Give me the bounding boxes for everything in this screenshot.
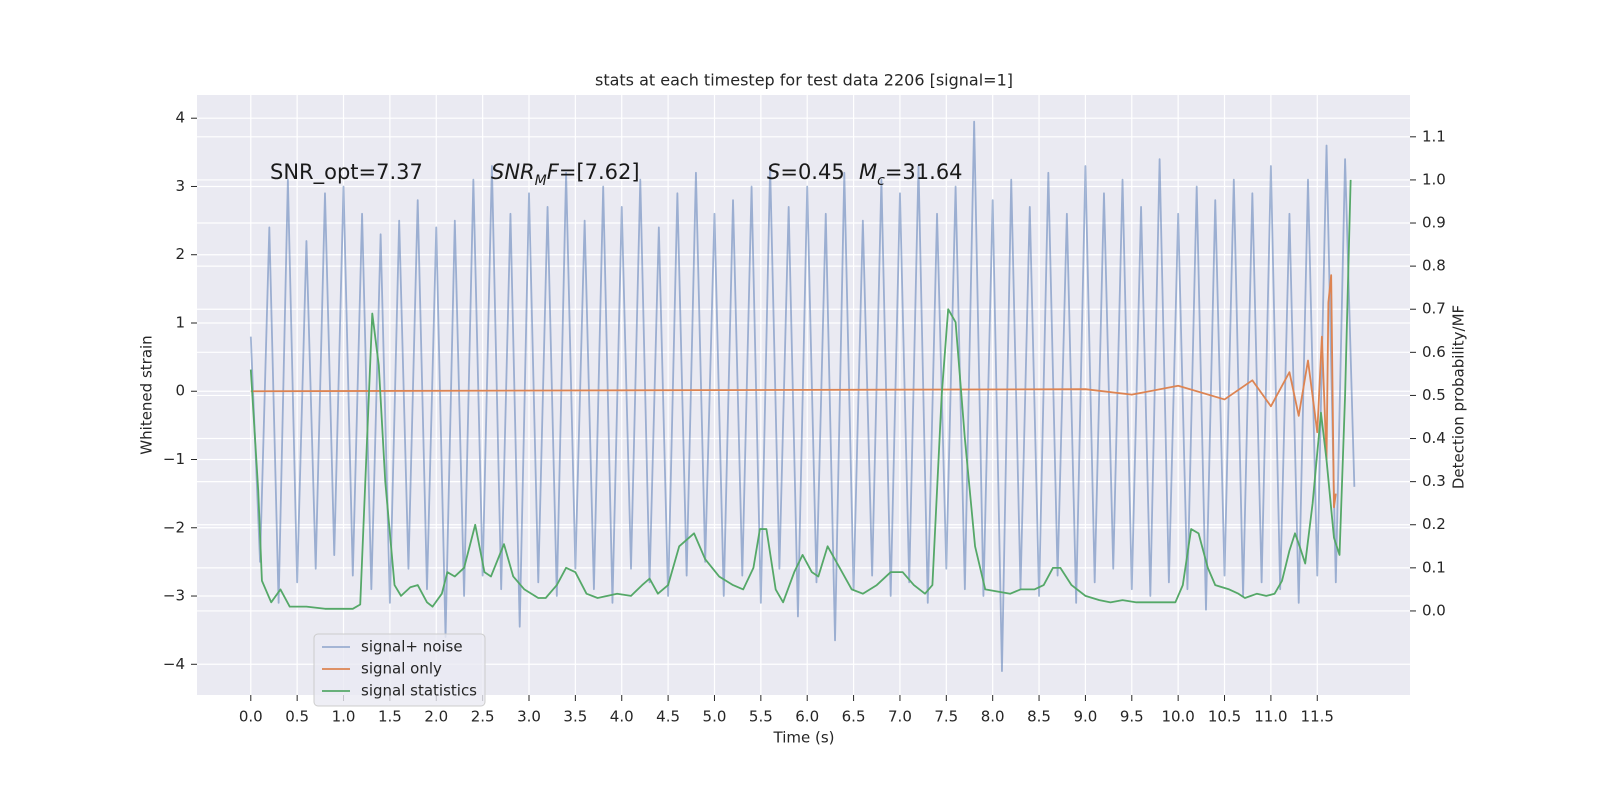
series-line [249,120,1356,673]
y2-tick-label: 0.2 [1422,515,1446,533]
x-tick-label: 2.5 [471,708,495,726]
x-tick-label: 1.0 [332,708,356,726]
x-tick-label: 4.0 [610,708,634,726]
y2-tick-label: 0.5 [1422,386,1446,404]
annotation: SNR_opt=7.37 [270,160,423,185]
y2-tick-label: 0.6 [1422,343,1446,361]
legend: signal+ noise signal only signal statistic… [313,633,486,707]
annotation-part: =[7.62] [559,160,640,184]
y2-tick-label: 0.3 [1422,472,1446,490]
y2-tick-label: 1.1 [1422,127,1446,145]
y-tick-label: −3 [163,587,185,605]
y2-tick-label: 0.1 [1422,558,1446,576]
y2-tick-label: 0.9 [1422,214,1446,232]
y-tick-label: 1 [175,313,185,331]
x-tick-label: 5.5 [749,708,773,726]
x-tick-label: 11.5 [1301,708,1334,726]
y-tick-label: 2 [175,245,185,263]
annotation-part: M [535,173,547,189]
x-tick-label: 4.5 [656,708,680,726]
y2-tick-label: 0.7 [1422,300,1446,318]
annotation-part: c [877,173,885,189]
annotation-part: SNR_opt=7.37 [270,160,423,185]
axes: 0.0 0.5 1.0 1.5 2.0 2.5 3.0 3.5 4.0 4.5 5.0 5.5 6.0 6… [163,109,1446,726]
x-tick-label: 10.0 [1161,708,1194,726]
y-tick-label: 0 [175,382,185,400]
y-tick-label: 3 [175,177,185,195]
x-tick-label: 5.0 [703,708,727,726]
y-tick-label: −1 [163,450,185,468]
x-tick-label: 10.5 [1208,708,1241,726]
annotation-part: =31.64 [885,160,963,184]
y2-tick-label: 0.8 [1422,257,1446,275]
y-tick-label: 4 [175,109,185,127]
y-axis-label: Whitened strain [138,335,156,454]
x-tick-label: 0.5 [285,708,309,726]
x-tick-label: 7.0 [888,708,912,726]
x-tick-label: 2.0 [424,708,448,726]
data [249,120,1356,673]
annotation-part: SNR [491,160,535,184]
y-tick-label: −2 [163,518,185,536]
x-tick-label: 3.0 [517,708,541,726]
x-tick-label: 8.5 [1027,708,1051,726]
x-tick-label: 9.5 [1120,708,1144,726]
legend-label: signal only [361,660,442,678]
x-tick-label: 0.0 [239,708,263,726]
y-tick-label: −4 [163,655,185,673]
legend-label: signal+ noise [361,638,463,656]
annotation: Mc=31.64 [859,160,963,189]
x-tick-label: 6.5 [842,708,866,726]
x-tick-label: 9.0 [1073,708,1097,726]
x-axis-label: Time (s) [773,729,835,747]
x-tick-label: 11.0 [1254,708,1287,726]
annotation-part: S [767,160,780,184]
x-tick-label: 6.0 [795,708,819,726]
annotation-part: F [547,160,560,184]
y2-tick-label: 0.0 [1422,601,1446,619]
legend-label: signal statistics [361,682,477,700]
series-line [249,179,1352,610]
y2-tick-label: 1.0 [1422,170,1446,188]
series-line [250,274,1337,509]
x-tick-label: 7.5 [934,708,958,726]
y2-axis-label: Detection probability/MF [1450,305,1468,489]
x-tick-label: 8.0 [981,708,1005,726]
annotation: SNRMF=[7.62] [491,160,640,189]
annotation: S=0.45 [767,160,845,184]
chart-title: stats at each timestep for test data 220… [595,71,1013,90]
legend-box [313,633,486,707]
annotation-part: =0.45 [780,160,844,184]
x-tick-label: 3.5 [563,708,587,726]
y2-tick-label: 0.4 [1422,429,1446,447]
x-tick-label: 1.5 [378,708,402,726]
annotation-part: M [859,160,877,184]
